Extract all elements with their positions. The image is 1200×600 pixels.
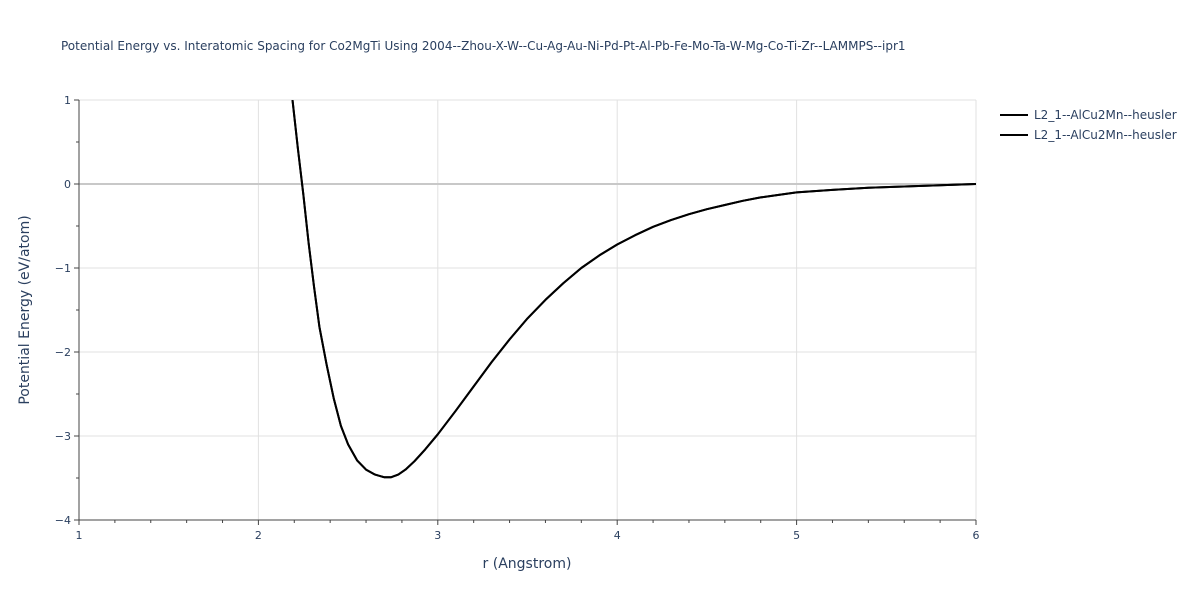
y-axis-label: Potential Energy (eV/atom) [17, 215, 33, 404]
legend-label: L2_1--AlCu2Mn--heusler [1034, 128, 1177, 142]
x-tick-label: 2 [255, 529, 262, 542]
y-tick-label: 1 [64, 94, 71, 107]
x-tick-label: 4 [614, 529, 621, 542]
y-tick-label: 0 [64, 178, 71, 191]
series-lines [291, 100, 976, 479]
y-tick-label: −1 [55, 262, 71, 275]
x-axis-label: r (Angstrom) [483, 556, 572, 572]
axes [74, 99, 977, 525]
x-tick-label: 5 [793, 529, 800, 542]
x-tick-label: 3 [434, 529, 441, 542]
y-tick-label: −2 [55, 346, 71, 359]
y-tick-label: −3 [55, 430, 71, 443]
series-line-2 [291, 100, 976, 479]
grid-lines [79, 99, 977, 520]
legend: L2_1--AlCu2Mn--heusler L2_1--AlCu2Mn--heu… [1000, 108, 1177, 142]
tick-labels: 1 2 3 4 5 6 1 0 −1 −2 −3 −4 [55, 94, 980, 542]
legend-label: L2_1--AlCu2Mn--heusler [1034, 108, 1177, 122]
x-tick-label: 6 [973, 529, 980, 542]
chart-title: Potential Energy vs. Interatomic Spacing… [61, 39, 906, 53]
series-line-1 [291, 100, 976, 479]
y-tick-label: −4 [55, 514, 71, 527]
x-tick-label: 1 [76, 529, 83, 542]
